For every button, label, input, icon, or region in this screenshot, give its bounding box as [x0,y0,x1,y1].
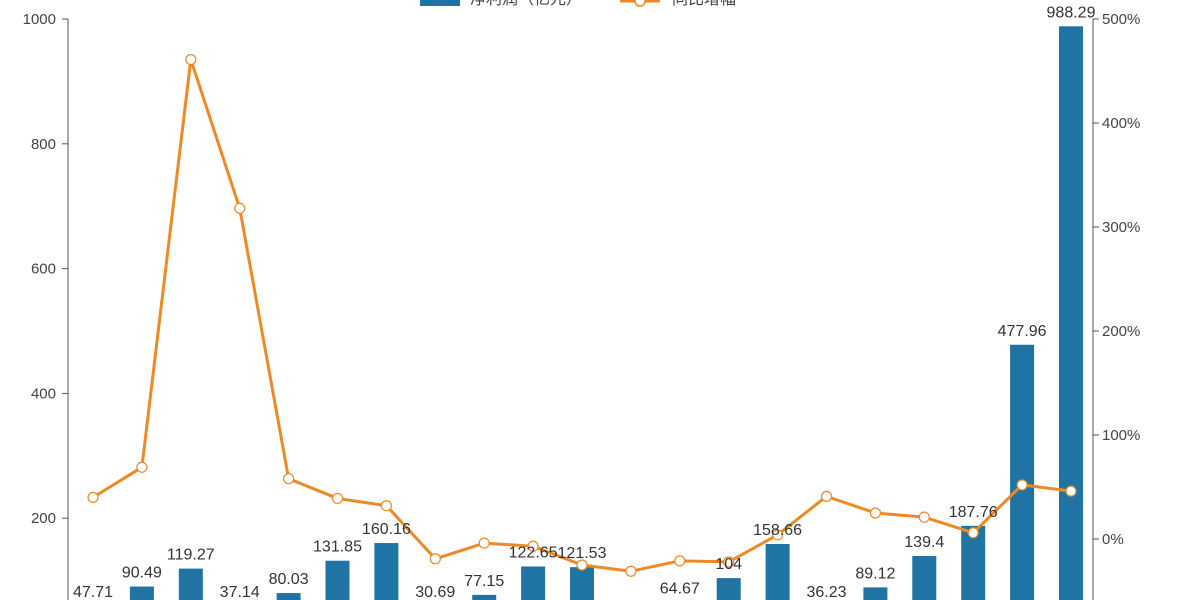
left-tick-label: 800 [31,136,56,153]
bar-value-label: 119.27 [167,547,215,564]
legend-line-marker [634,0,646,7]
bar-value-label: 64.67 [660,581,700,598]
bar-value-label: 77.15 [464,573,504,590]
legend: 净利润（亿元） 同比增幅 [420,0,736,8]
growth-point [674,555,686,567]
bar [912,556,937,600]
bar-value-label: 139.4 [904,534,944,551]
bar [863,587,888,600]
bar-value-label: 988.29 [1047,4,1096,21]
bar-value-label: 477.96 [998,323,1047,340]
growth-point [478,537,490,549]
bar-value-label: 37.14 [220,584,260,600]
bar [374,543,399,600]
growth-point [820,490,833,502]
growth-point [771,529,784,541]
left-tick-label: 200 [31,510,56,527]
bar-value-label: 104 [715,556,742,573]
growth-point [136,461,148,473]
bar-value-label: 90.49 [122,565,162,582]
bar-value-label: 158.66 [753,522,802,539]
bar-value-label: 187.76 [949,504,998,521]
left-tick-label: 1000 [23,11,56,28]
bar [472,594,497,600]
growth-point [1016,479,1028,491]
legend-bar-swatch [420,0,460,6]
bar [276,593,301,600]
growth-point [185,53,197,66]
right-tick-label: 0% [1102,531,1124,548]
growth-point [380,500,392,512]
bar [129,586,154,600]
legend-line-label: 同比增幅 [672,0,736,8]
right-tick-label: 500% [1102,11,1140,28]
legend-bar-label: 净利润（亿元） [470,0,582,8]
growth-point [869,507,882,519]
growth-point [723,556,735,568]
bar-value-label: 47.71 [73,584,113,600]
right-tick-label: 100% [1102,427,1140,444]
bar [521,566,546,600]
bar [716,578,741,600]
left-tick-label: 600 [31,261,56,278]
growth-point [527,540,539,552]
growth-point [918,511,930,523]
bar [1010,344,1035,600]
growth-point [625,565,637,577]
growth-point [967,527,979,539]
bar [765,543,790,600]
bar-value-label: 89.12 [855,565,895,582]
bar-value-label: 30.69 [415,584,455,600]
bar-value-label: 122.65 [509,544,558,561]
left-tick-label: 400 [31,385,56,402]
bar [325,560,350,600]
bar [1059,26,1083,600]
growth-line [92,58,1072,573]
bar [178,568,203,600]
bar-value-label: 80.03 [269,571,309,588]
bar [570,567,594,600]
bar-value-label: 36.23 [806,584,846,600]
growth-point [331,492,344,505]
growth-point [283,473,295,485]
growth-point [234,202,246,214]
bar-value-label: 121.53 [558,545,607,562]
growth-point [429,553,441,565]
right-tick-label: 200% [1102,323,1140,340]
right-tick-label: 400% [1102,115,1140,132]
right-tick-label: 300% [1102,219,1140,236]
bar-value-label: 160.16 [362,521,411,538]
growth-point [576,559,588,571]
bar-value-label: 131.85 [313,539,362,556]
growth-point [1065,485,1077,497]
growth-point [87,491,99,503]
